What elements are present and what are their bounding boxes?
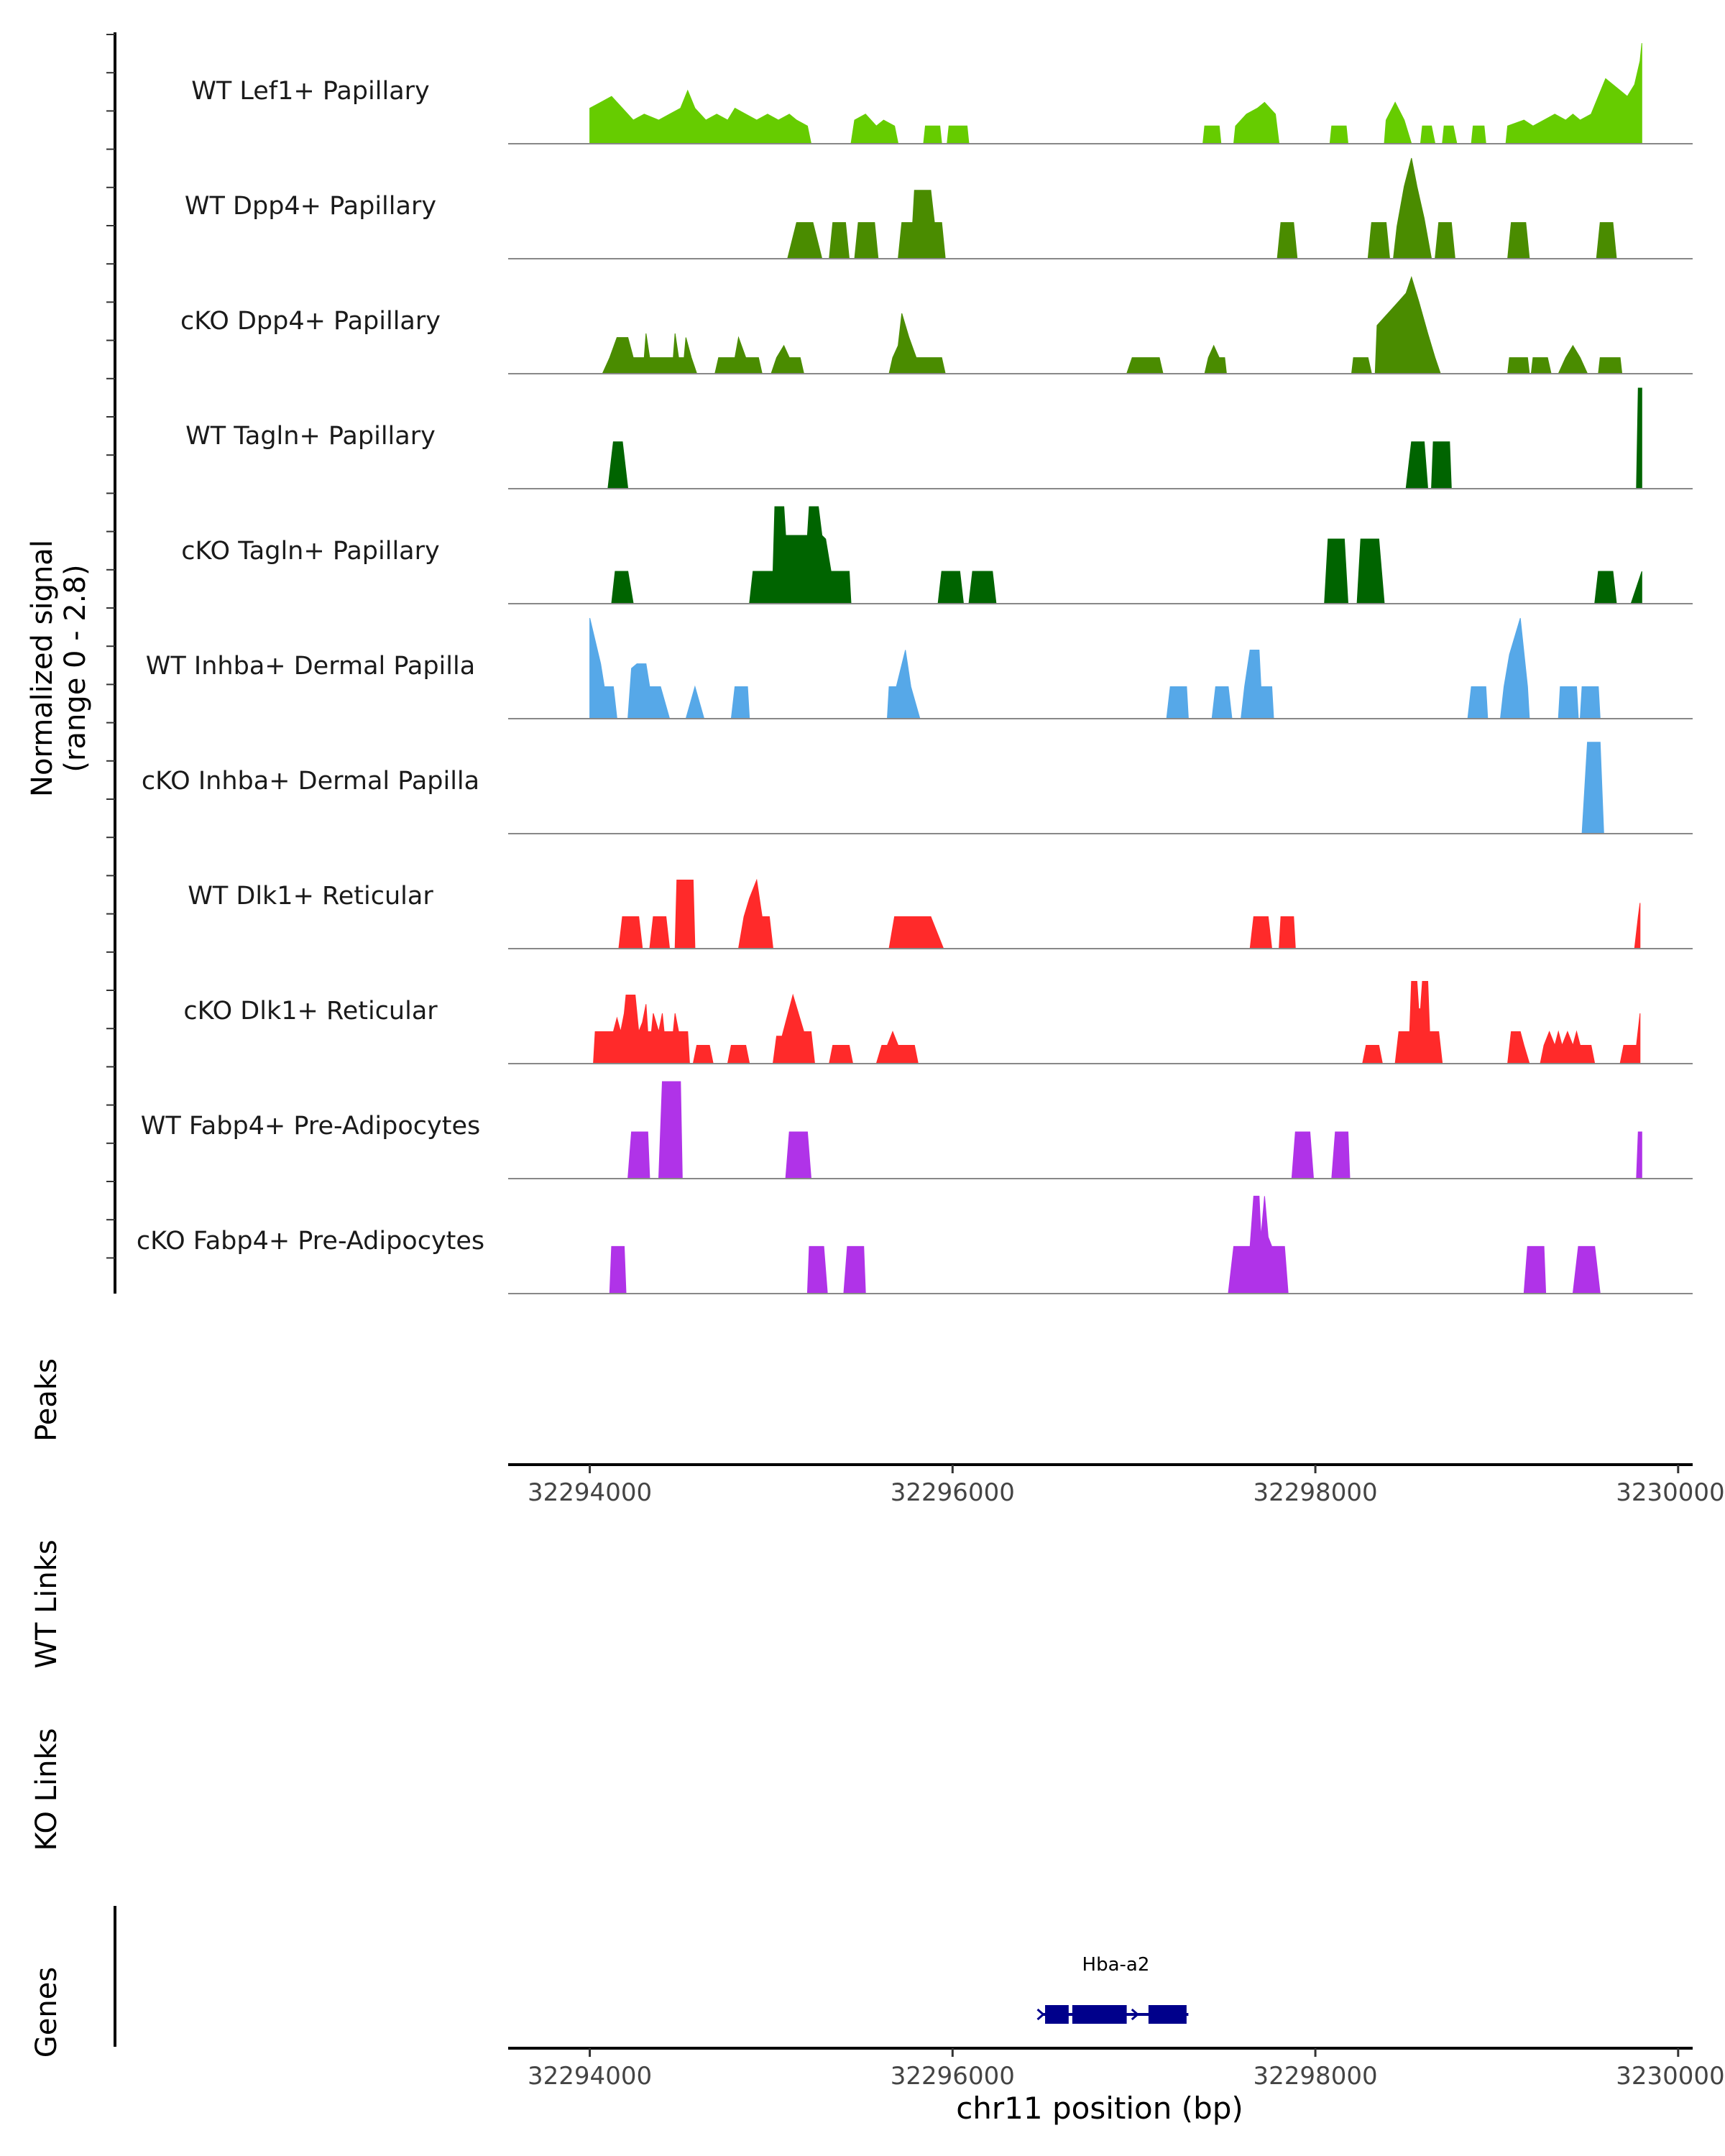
x-axis-bottom: 32294000 32296000 32298000 32300000 <box>508 2047 1725 2091</box>
coverage-area <box>1581 742 1604 834</box>
exon-block <box>1148 2005 1187 2024</box>
coverage-tracks: WT Lef1+ Papillary WT Dpp4+ Papillary cKO … <box>137 42 1693 1294</box>
track-label: WT Fabp4+ Pre-Adipocytes <box>141 1112 480 1141</box>
coverage-area <box>593 981 1641 1064</box>
strand-arrow <box>1131 2008 1140 2021</box>
gene-label: Hba-a2 <box>1082 1954 1150 1976</box>
coverage-area <box>627 1081 1642 1179</box>
coverage-area <box>607 387 1642 489</box>
coverage-area <box>602 275 1623 374</box>
x-tick-label: 32298000 <box>1254 1478 1378 1507</box>
x-tick-label: 32300000 <box>1616 2062 1725 2091</box>
track-label: cKO Fabp4+ Pre-Adipocytes <box>137 1227 484 1256</box>
track-label: WT Tagln+ Papillary <box>185 422 436 451</box>
coverage-y-axis <box>106 32 116 1294</box>
x-tick-label: 32298000 <box>1254 2062 1378 2091</box>
track-label: cKO Inhba+ Dermal Papilla <box>142 767 479 796</box>
track-label: cKO Dpp4+ Papillary <box>180 307 441 336</box>
coverage-area <box>787 157 1617 259</box>
track-label: WT Lef1+ Papillary <box>191 77 430 106</box>
track-label: WT Inhba+ Dermal Papilla <box>146 652 475 681</box>
genes-label: Genes <box>30 1967 63 2058</box>
track-label: WT Dlk1+ Reticular <box>188 882 433 911</box>
peaks-label: Peaks <box>30 1358 63 1442</box>
x-axis-top: 32294000 32296000 32298000 32300000 <box>508 1463 1725 1507</box>
coverage-area <box>611 506 1642 604</box>
strand-arrow <box>1036 2008 1045 2021</box>
x-axis-title: chr11 position (bp) <box>956 2091 1243 2126</box>
x-tick-label: 32294000 <box>528 2062 652 2091</box>
track-label: cKO Tagln+ Papillary <box>181 537 440 566</box>
gene-track <box>1036 2005 1189 2024</box>
track-label: cKO Dlk1+ Reticular <box>183 997 438 1026</box>
coverage-area <box>609 1195 1601 1294</box>
coverage-area <box>589 42 1642 144</box>
exon-block <box>1072 2005 1127 2024</box>
wt-links-label: WT Links <box>30 1539 63 1668</box>
coverage-area <box>589 617 1601 719</box>
track-label: WT Dpp4+ Papillary <box>185 192 436 221</box>
x-tick-label: 32296000 <box>891 1478 1015 1507</box>
ko-links-label: KO Links <box>30 1728 63 1851</box>
x-tick-label: 32296000 <box>891 2062 1015 2091</box>
x-tick-label: 32300000 <box>1616 1478 1725 1507</box>
y-axis-label-line2: (range 0 - 2.8) <box>59 564 92 772</box>
exon-block <box>1045 2005 1069 2024</box>
coverage-area <box>618 878 1641 949</box>
x-tick-label: 32294000 <box>528 1478 652 1507</box>
y-axis-label-line1: Normalized signal <box>26 540 59 797</box>
